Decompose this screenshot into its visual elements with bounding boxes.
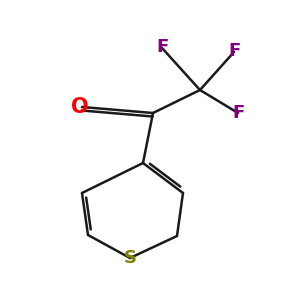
Text: F: F: [233, 104, 245, 122]
Text: S: S: [124, 249, 136, 267]
Text: F: F: [156, 38, 168, 56]
Text: F: F: [229, 42, 241, 60]
Text: O: O: [71, 97, 89, 117]
